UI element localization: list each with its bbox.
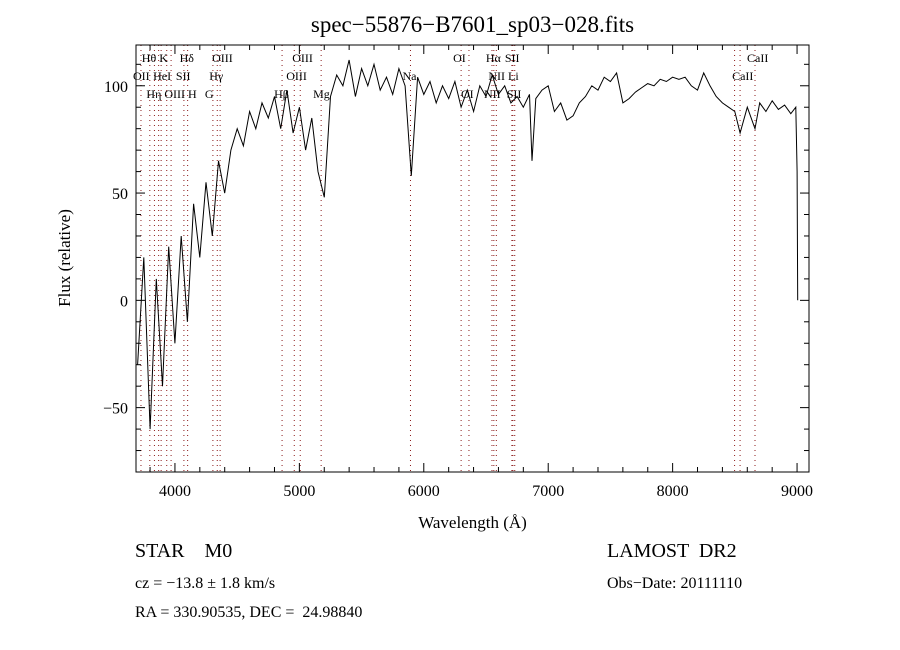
object-class: STAR M0 bbox=[135, 540, 233, 562]
chart-title: spec−55876−B7601_sp03−028.fits bbox=[311, 12, 634, 37]
x-tick-label: 4000 bbox=[159, 483, 191, 500]
line-marker-label: Na bbox=[402, 69, 417, 83]
x-tick-label: 5000 bbox=[283, 483, 315, 500]
line-marker-label: HeI bbox=[153, 69, 171, 83]
line-marker-label: NII bbox=[488, 69, 505, 83]
line-marker-label: OI bbox=[453, 51, 466, 65]
spectrum-line bbox=[137, 59, 799, 430]
line-marker-label: OIII bbox=[164, 87, 185, 101]
line-marker-label: Hδ bbox=[180, 51, 195, 65]
line-marker-label: Li bbox=[508, 69, 519, 83]
ra-dec: RA = 330.90535, DEC = 24.98840 bbox=[135, 604, 363, 621]
y-tick-label: 50 bbox=[112, 186, 128, 203]
x-tick-label: 6000 bbox=[408, 483, 440, 500]
y-tick-label: −50 bbox=[103, 401, 128, 418]
x-tick-label: 9000 bbox=[781, 483, 813, 500]
line-marker-label: Hγ bbox=[209, 69, 224, 83]
line-marker-label: K bbox=[159, 51, 168, 65]
x-axis-label: Wavelength (Å) bbox=[418, 513, 527, 532]
line-marker-label: Hη bbox=[146, 87, 161, 101]
line-marker-label: Mg bbox=[313, 87, 330, 101]
line-marker-label: OIII bbox=[212, 51, 233, 65]
line-marker-label: OII bbox=[133, 69, 150, 83]
line-marker-label: CaII bbox=[747, 51, 768, 65]
line-marker-label: SII bbox=[505, 51, 520, 65]
y-tick-label: 0 bbox=[120, 293, 128, 310]
line-marker-label: H bbox=[188, 87, 197, 101]
line-marker-label: CaII bbox=[732, 69, 753, 83]
x-tick-label: 7000 bbox=[532, 483, 564, 500]
plot-frame bbox=[135, 44, 810, 473]
survey-name: LAMOST DR2 bbox=[607, 540, 737, 562]
line-marker-label: Hα bbox=[486, 51, 502, 65]
line-marker-label: SII bbox=[176, 69, 191, 83]
line-marker-label: OIII bbox=[292, 51, 313, 65]
y-tick-label: 100 bbox=[104, 79, 128, 96]
y-axis-label: Flux (relative) bbox=[55, 209, 74, 307]
x-tick-label: 8000 bbox=[657, 483, 689, 500]
obs-date: Obs−Date: 20111110 bbox=[607, 575, 743, 592]
line-marker-label: Hβ bbox=[274, 87, 289, 101]
line-marker-label: Hθ bbox=[142, 51, 157, 65]
line-marker-label: OIII bbox=[286, 69, 307, 83]
line-marker-label: G bbox=[205, 87, 214, 101]
redshift-cz: cz = −13.8 ± 1.8 km/s bbox=[135, 575, 276, 592]
